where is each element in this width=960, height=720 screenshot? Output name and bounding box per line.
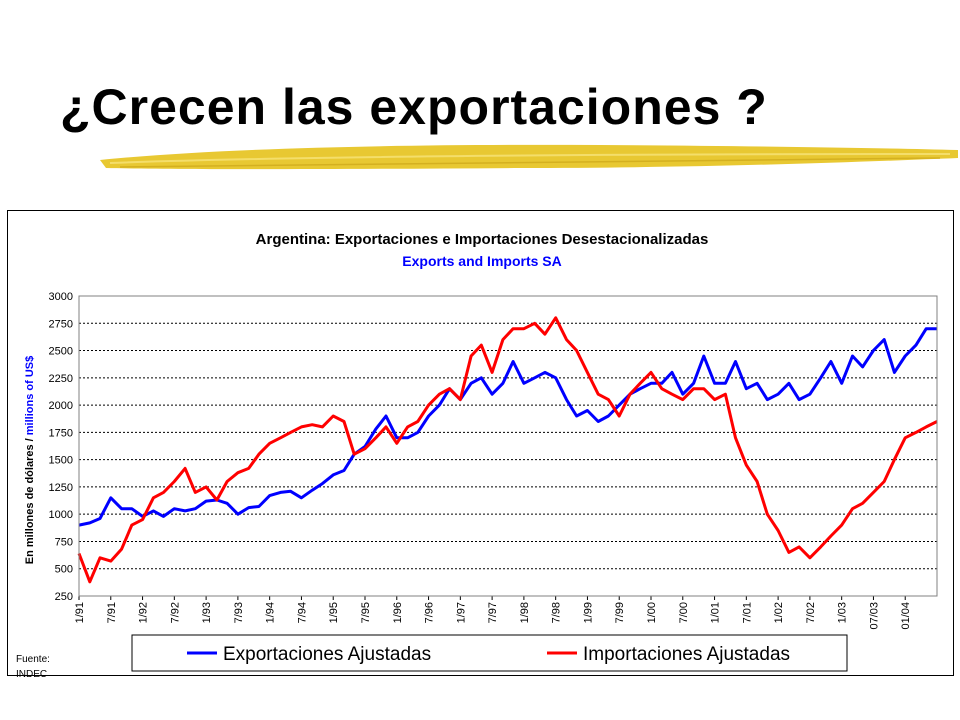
y-tick-label: 1000 [49,509,73,521]
x-tick-label: 7/95 [360,602,372,623]
y-axis-label-en: millions of US$ [24,356,36,439]
x-tick-label: 7/99 [614,602,626,623]
title-underline-brushstroke [100,144,958,170]
x-tick-label: 7/98 [551,602,563,623]
x-tick-label: 1/02 [773,602,785,623]
y-tick-label: 2750 [49,318,73,330]
y-tick-label: 1500 [49,455,73,467]
x-tick-label: 7/91 [106,602,118,623]
chart-subtitle: Exports and Imports SA [402,253,561,269]
x-tick-label: 1/92 [138,602,150,623]
line-chart: Argentina: Exportaciones e Importaciones… [24,231,938,672]
y-axis-label-es: En millones de dólares / [24,438,36,564]
x-tick-label: 7/02 [805,602,817,623]
y-tick-label: 1250 [49,482,73,494]
x-tick-label: 7/94 [296,602,308,623]
chart-title: Argentina: Exportaciones e Importaciones… [256,231,709,248]
source-note: Fuente: INDEC [16,652,50,682]
legend-label-imports: Importaciones Ajustadas [583,644,790,665]
source-value: INDEC [16,669,48,680]
x-tick-label: 1/94 [265,602,277,623]
x-tick-label: 1/01 [710,602,722,623]
x-tick-label: 1/99 [582,602,594,623]
x-tick-label: 1/00 [646,602,658,623]
grid-layer [79,295,937,597]
x-tick-labels: 1/91 7/91 1/92 7/92 1/93 7/93 1/94 7/94 1/95 7/95… [74,596,912,630]
plot-area-border [78,295,938,597]
source-label: Fuente: [16,654,50,665]
x-tick-label: 7/96 [424,602,436,623]
x-tick-label: 1/91 [74,602,86,623]
slide-title: ¿Crecen las exportaciones ? [60,79,768,135]
x-tick-label: 7/93 [233,602,245,623]
y-tick-label: 1750 [49,427,73,439]
x-tick-label: 7/92 [169,602,181,623]
series-line-imports [77,316,938,584]
legend: Exportaciones Ajustadas Importaciones Aj… [131,634,848,672]
x-tick-label: 1/93 [201,602,213,623]
legend-label-exports: Exportaciones Ajustadas [223,644,431,665]
y-axis-label: En millones de dólares / millions of US$ [24,356,36,564]
x-tick-label: 1/95 [328,602,340,623]
x-tick-label: 7/00 [678,602,690,623]
y-tick-labels: 250 500 750 1000 1250 1500 1750 2000 2250 2500 275… [49,291,73,603]
x-tick-label: 1/98 [519,602,531,623]
y-tick-label: 2250 [49,373,73,385]
x-tick-label: 1/03 [837,602,849,623]
x-tick-label: 1/96 [392,602,404,623]
y-tick-label: 3000 [49,291,73,303]
y-tick-label: 250 [55,591,73,603]
y-tick-label: 750 [55,536,73,548]
legend-box [131,634,848,672]
y-tick-label: 500 [55,564,73,576]
x-tick-label: 7/01 [741,602,753,623]
x-tick-label: 7/97 [487,602,499,623]
x-tick-label: 01/04 [900,602,912,630]
x-tick-label: 1/97 [455,602,467,623]
series-line-exports [78,327,937,527]
chart-frame [7,210,954,676]
series-layer [77,316,938,584]
x-tick-label: 07/03 [868,602,880,630]
y-tick-label: 2000 [49,400,73,412]
y-tick-label: 2500 [49,346,73,358]
